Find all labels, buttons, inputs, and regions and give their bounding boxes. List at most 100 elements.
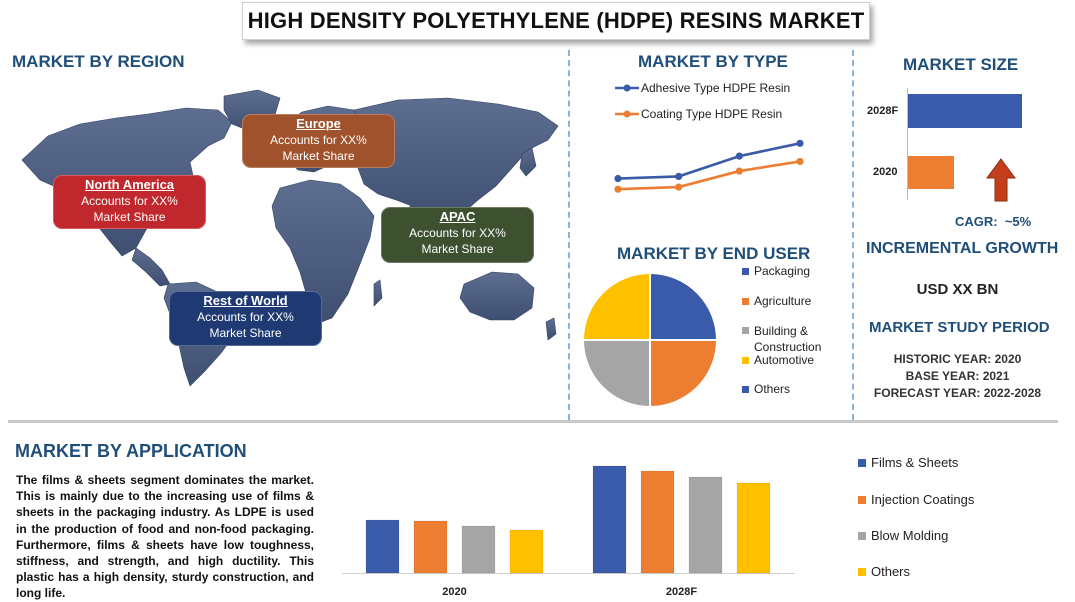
type-legend-label-2: Coating Type HDPE Resin: [641, 107, 783, 121]
type-point-2-4: [796, 157, 804, 166]
divider-type-size: [852, 50, 854, 420]
callout-north-america-line2: Market Share: [93, 210, 166, 224]
type-line-series-1: [617, 142, 801, 180]
type-point-2-1: [614, 185, 622, 193]
pie-legend-label-agriculture: Agriculture: [754, 294, 812, 308]
callout-apac: APAC Accounts for XX% Market Share: [381, 207, 534, 263]
callout-rest-of-world-line1: Accounts for XX%: [197, 310, 294, 324]
type-line-chart: [614, 139, 804, 193]
app-legend-blow: Blow Molding: [858, 528, 948, 543]
app-legend-others: Others: [858, 564, 910, 579]
app-legend-label-injection: Injection Coatings: [871, 492, 975, 507]
pie-legend-label-automotive: Automotive: [754, 353, 815, 367]
app-bar-2020-2: [413, 520, 448, 574]
callout-north-america: North America Accounts for XX% Market Sh…: [53, 175, 206, 229]
market-size-label-2028f: 2028F: [867, 105, 899, 117]
app-legend-films: Films & Sheets: [858, 455, 958, 470]
market-size-label-2020: 2020: [873, 166, 898, 178]
pie-legend-label-others: Others: [754, 382, 791, 396]
type-legend-marker-2: [615, 110, 639, 118]
app-bar-2028f-4: [736, 482, 771, 574]
pie-legend-swatch-building: [742, 327, 749, 334]
callout-europe-line1: Accounts for XX%: [270, 133, 367, 147]
pie-legend-label-construction: Construction: [754, 340, 822, 354]
type-point-2-3: [735, 167, 743, 175]
pie-legend-packaging: Packaging: [742, 264, 810, 278]
callout-north-america-title: North America: [84, 177, 175, 192]
callout-apac-line2: Market Share: [421, 242, 494, 256]
market-study-period-heading: MARKET STUDY PERIOD: [869, 319, 1050, 336]
type-point-1-4: [796, 139, 804, 147]
new-zealand-shape: [545, 317, 557, 341]
app-category-label-2028f: 2028F: [666, 586, 697, 598]
app-legend-injection: Injection Coatings: [858, 492, 974, 507]
divider-region-type: [568, 50, 570, 420]
japan-shape: [519, 147, 537, 177]
application-heading: MARKET BY APPLICATION: [15, 441, 247, 461]
type-point-1-1: [614, 174, 622, 183]
app-legend-label-others: Others: [871, 564, 911, 579]
callout-apac-title: APAC: [439, 209, 476, 224]
type-point-1-3: [735, 152, 743, 160]
pie-legend-swatch-automotive: [742, 356, 749, 364]
cagr-label: CAGR: ~5%: [955, 214, 1032, 229]
page-title: HIGH DENSITY POLYETHYLENE (HDPE) RESINS …: [242, 2, 870, 40]
pie-slice-agriculture: [649, 339, 719, 409]
historic-year: HISTORIC YEAR: 2020: [893, 352, 1022, 366]
application-bar-chart: 2020 2028F: [342, 465, 795, 598]
application-description: The films & sheets segment dominates the…: [16, 473, 314, 601]
incremental-growth-value: USD XX BN: [916, 281, 999, 298]
madagascar-shape: [373, 279, 383, 307]
callout-rest-of-world-title: Rest of World: [203, 293, 288, 308]
pie-slice-packaging: [649, 271, 719, 341]
callout-north-america-line1: Accounts for XX%: [81, 194, 178, 208]
end-user-heading: MARKET BY END USER: [617, 244, 811, 263]
market-size-heading: MARKET SIZE: [903, 55, 1019, 74]
market-size-axis: [907, 88, 908, 200]
callout-europe-title: Europe: [296, 116, 341, 131]
pie-slice-building-construction: [581, 339, 651, 409]
app-legend-swatch-others: [858, 567, 866, 576]
type-heading: MARKET BY TYPE: [638, 52, 788, 71]
horizontal-divider: [8, 420, 1058, 423]
market-size-bar-2028f: [908, 94, 1022, 128]
app-bar-2020-1: [365, 519, 400, 574]
australia-shape: [459, 271, 535, 321]
app-bar-2028f-1: [592, 465, 627, 574]
type-point-1-2: [675, 172, 683, 180]
callout-rest-of-world-line2: Market Share: [209, 326, 282, 340]
region-heading: MARKET BY REGION: [12, 52, 185, 71]
type-legend-marker-1: [615, 84, 639, 92]
pie-legend-label-building: Building &: [754, 324, 809, 338]
pie-legend-swatch-packaging: [742, 267, 749, 275]
africa-shape: [271, 179, 375, 325]
callout-europe: Europe Accounts for XX% Market Share: [242, 114, 395, 168]
pie-legend-building: Building & Construction: [742, 323, 821, 355]
pie-slice-automotive: [581, 271, 651, 341]
pie-legend-label-packaging: Packaging: [754, 264, 811, 278]
app-legend-swatch-injection: [858, 495, 866, 504]
app-legend-swatch-films: [858, 458, 866, 467]
type-line-series-2: [617, 160, 801, 191]
pie-legend-agriculture: Agriculture: [742, 294, 811, 308]
pie-legend-others: Others: [742, 382, 790, 396]
app-bar-2020-3: [461, 525, 496, 574]
pie-legend-swatch-agriculture: [742, 297, 749, 305]
type-legend-label-1: Adhesive Type HDPE Resin: [641, 81, 791, 95]
app-bar-2020-4: [509, 529, 544, 574]
pie-legend-automotive: Automotive: [742, 353, 814, 367]
callout-europe-line2: Market Share: [282, 149, 355, 163]
app-legend-label-films: Films & Sheets: [871, 455, 959, 470]
pie-legend-swatch-others: [742, 385, 749, 393]
callout-rest-of-world: Rest of World Accounts for XX% Market Sh…: [169, 291, 322, 346]
app-bar-2028f-3: [688, 476, 723, 574]
app-bar-2028f-2: [640, 470, 675, 574]
forecast-year: FORECAST YEAR: 2022-2028: [873, 386, 1042, 400]
base-year: BASE YEAR: 2021: [905, 369, 1010, 383]
market-size-bar-2020: [908, 156, 954, 189]
app-category-label-2020: 2020: [442, 586, 466, 598]
growth-arrow-icon: [986, 158, 1016, 202]
app-legend-swatch-blow: [858, 531, 866, 540]
callout-apac-line1: Accounts for XX%: [409, 226, 506, 240]
incremental-growth-heading: INCREMENTAL GROWTH: [866, 240, 1059, 257]
